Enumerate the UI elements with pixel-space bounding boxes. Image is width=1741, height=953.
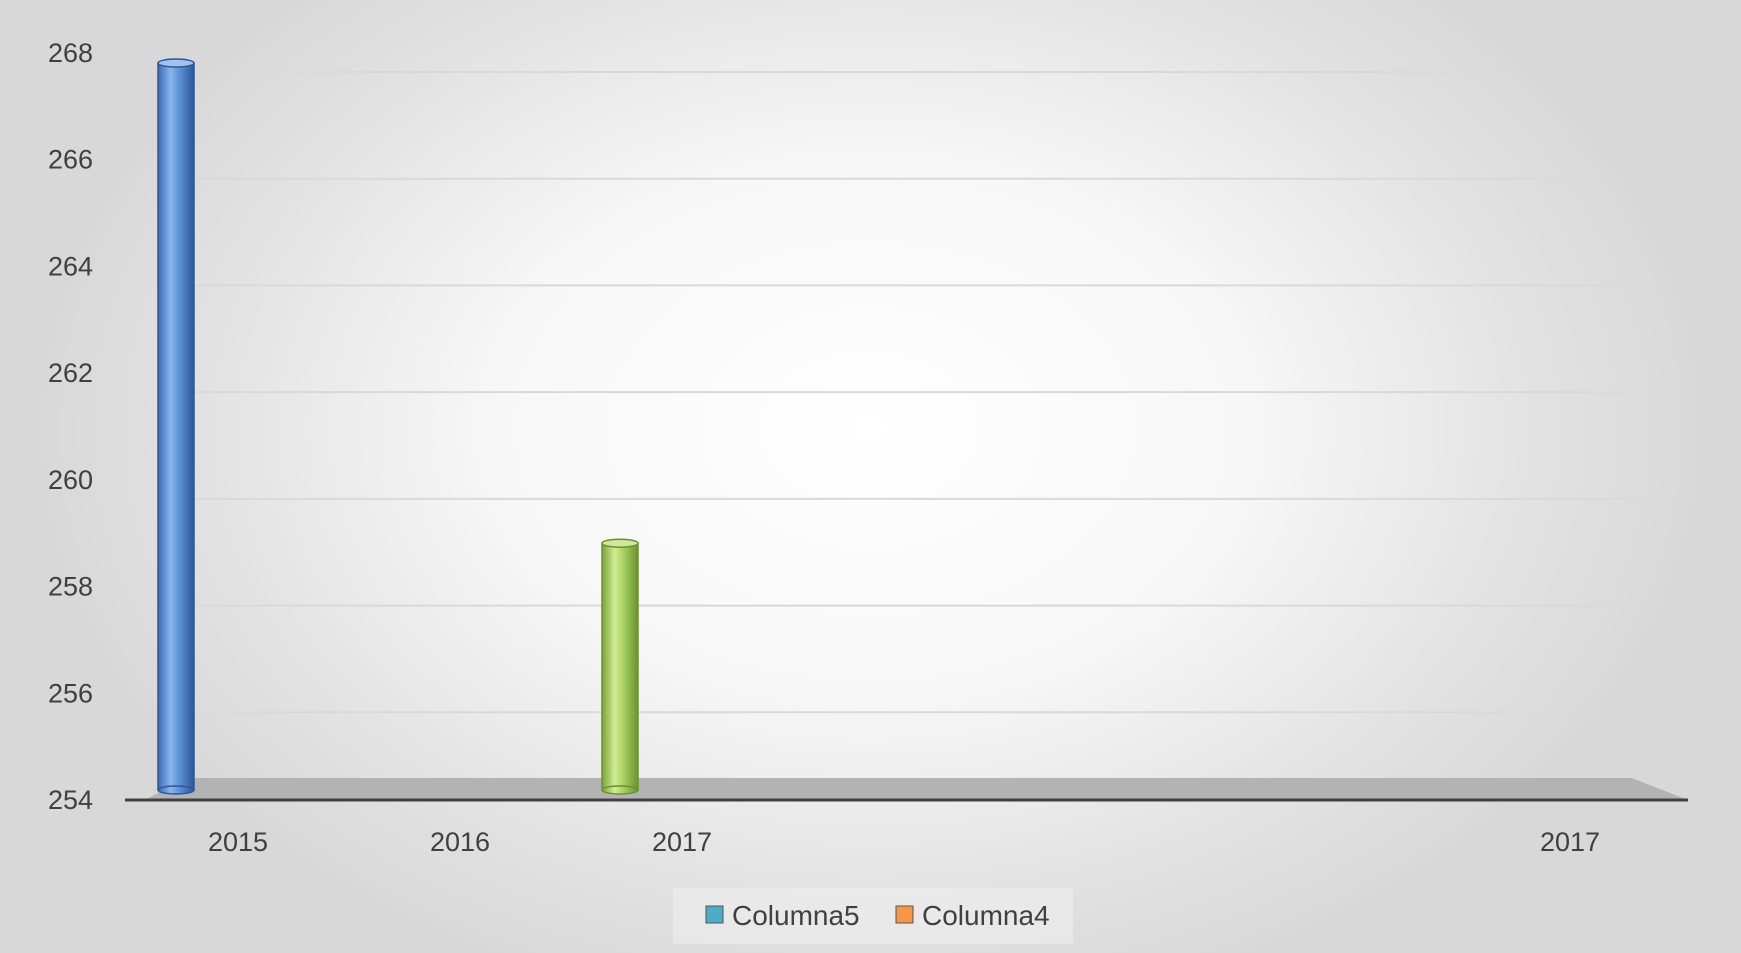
gridlines (195, 71, 1640, 714)
y-tick-label: 262 (48, 358, 93, 388)
y-tick-label: 264 (48, 251, 93, 281)
x-axis: 2015 2016 2017 2017 (208, 827, 1600, 857)
bar-base (601, 785, 639, 795)
y-axis: 254 256 258 260 262 264 266 268 (48, 38, 93, 815)
bar-base (157, 785, 195, 795)
bars (157, 58, 639, 795)
legend-swatch (895, 905, 914, 924)
x-tick-label: 2017 (1540, 827, 1600, 857)
x-tick-label: 2016 (430, 827, 490, 857)
floor-plane (145, 778, 1688, 800)
legend-swatch (705, 905, 724, 924)
bar-top (601, 538, 639, 548)
legend-item: Columna5 (705, 900, 860, 931)
y-tick-label: 268 (48, 38, 93, 68)
bar-body (157, 62, 195, 791)
legend-label: Columna4 (922, 900, 1050, 931)
x-tick-label: 2015 (208, 827, 268, 857)
y-tick-label: 256 (48, 678, 93, 708)
legend-label: Columna5 (732, 900, 860, 931)
y-tick-label: 260 (48, 465, 93, 495)
bar-body (601, 542, 639, 791)
x-tick-label: 2017 (652, 827, 712, 857)
y-tick-label: 266 (48, 145, 93, 175)
legend: Columna5 Columna4 (673, 888, 1073, 944)
y-tick-label: 258 (48, 572, 93, 602)
legend-box (673, 888, 1073, 944)
bar-2017 (601, 538, 639, 795)
bar-2015 (157, 58, 195, 795)
y-tick-label: 254 (48, 785, 93, 815)
chart-floor (125, 778, 1688, 802)
bar-top (157, 58, 195, 68)
legend-item: Columna4 (895, 900, 1050, 931)
